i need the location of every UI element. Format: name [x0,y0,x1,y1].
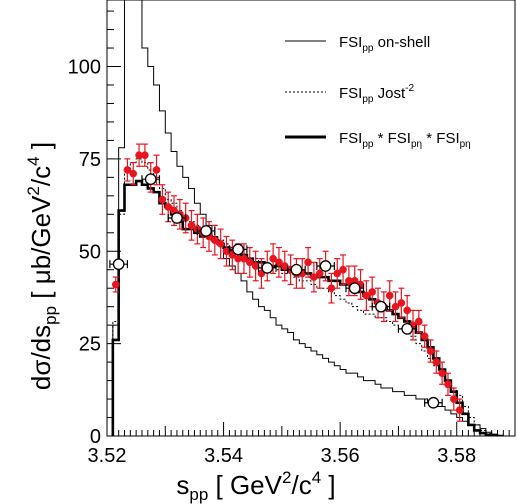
red-data-point [141,151,149,159]
red-data-point [438,369,446,377]
x-tick-label: 3.54 [204,445,243,467]
red-data-point [135,151,143,159]
open-data-point [200,225,212,237]
red-data-point [450,395,458,403]
open-data-point [401,322,414,335]
red-data-point [432,358,441,366]
points-layer [109,143,464,422]
red-data-point [275,258,283,267]
x-tick-label: 3.52 [88,445,127,467]
open-data-point [375,300,387,313]
red-data-point [362,291,371,300]
open-data-point [112,258,125,271]
legend: FSIpp on-shell FSIpp Jost-2 FSIpp * FSIp… [285,34,471,150]
red-data-point [216,240,225,248]
red-data-point [415,317,423,326]
red-data-point [455,406,464,414]
red-data-point [345,277,353,285]
open-data-point [319,260,332,272]
legend-entry-3: FSIpp * FSIpη * FSIpη [339,130,471,150]
red-data-point [327,284,336,293]
red-data-point [339,265,347,274]
open-data-point [427,396,440,409]
red-data-point [333,269,342,278]
red-data-point [397,299,406,307]
open-data-point [261,262,274,274]
y-tick-label: 75 [79,149,101,171]
y-tick-label: 0 [90,426,101,448]
red-data-point [385,291,394,300]
open-data-point [290,263,303,276]
x-axis-label: spp [ GeV2/c4 ] [176,468,335,504]
red-data-point [315,269,324,278]
red-data-point [426,347,435,355]
red-data-point [391,302,400,311]
open-data-point [232,243,244,256]
red-data-point [158,195,167,204]
y-axis-label: dσ/dspp [ μb/GeV2/c4 ] [24,142,60,390]
red-data-point [152,166,161,174]
red-data-point [234,254,242,263]
red-data-point [111,280,120,289]
red-data-point [240,254,248,263]
legend-entry-1: FSIpp on-shell [339,34,430,54]
x-tick-label: 3.56 [321,445,360,467]
red-data-point [164,203,172,211]
y-tick-label: 25 [79,334,101,356]
legend-entry-2: FSIpp Jost-2 [339,83,414,105]
ticks-layer: 3.52 3.54 3.56 3.58 0 25 50 75 100 [68,10,516,467]
red-data-point [304,258,312,267]
open-data-point [348,282,361,295]
red-data-point [222,247,231,256]
red-data-point [420,332,429,341]
open-data-point [144,173,157,186]
red-data-point [403,306,411,315]
red-data-point [280,262,289,270]
series-dotted-histogram [112,158,504,436]
x-tick-label: 3.58 [437,445,476,467]
red-data-point [246,258,254,267]
red-data-point [211,236,219,244]
red-data-point [129,169,138,178]
red-data-point [123,166,132,174]
red-data-point [269,254,277,263]
open-data-point [171,212,183,224]
red-data-point [310,273,318,281]
red-data-point [251,262,260,270]
red-data-point [368,288,377,296]
y-tick-label: 100 [68,57,101,79]
red-data-point [444,380,452,389]
red-data-point [187,221,196,230]
y-tick-label: 50 [79,241,101,263]
